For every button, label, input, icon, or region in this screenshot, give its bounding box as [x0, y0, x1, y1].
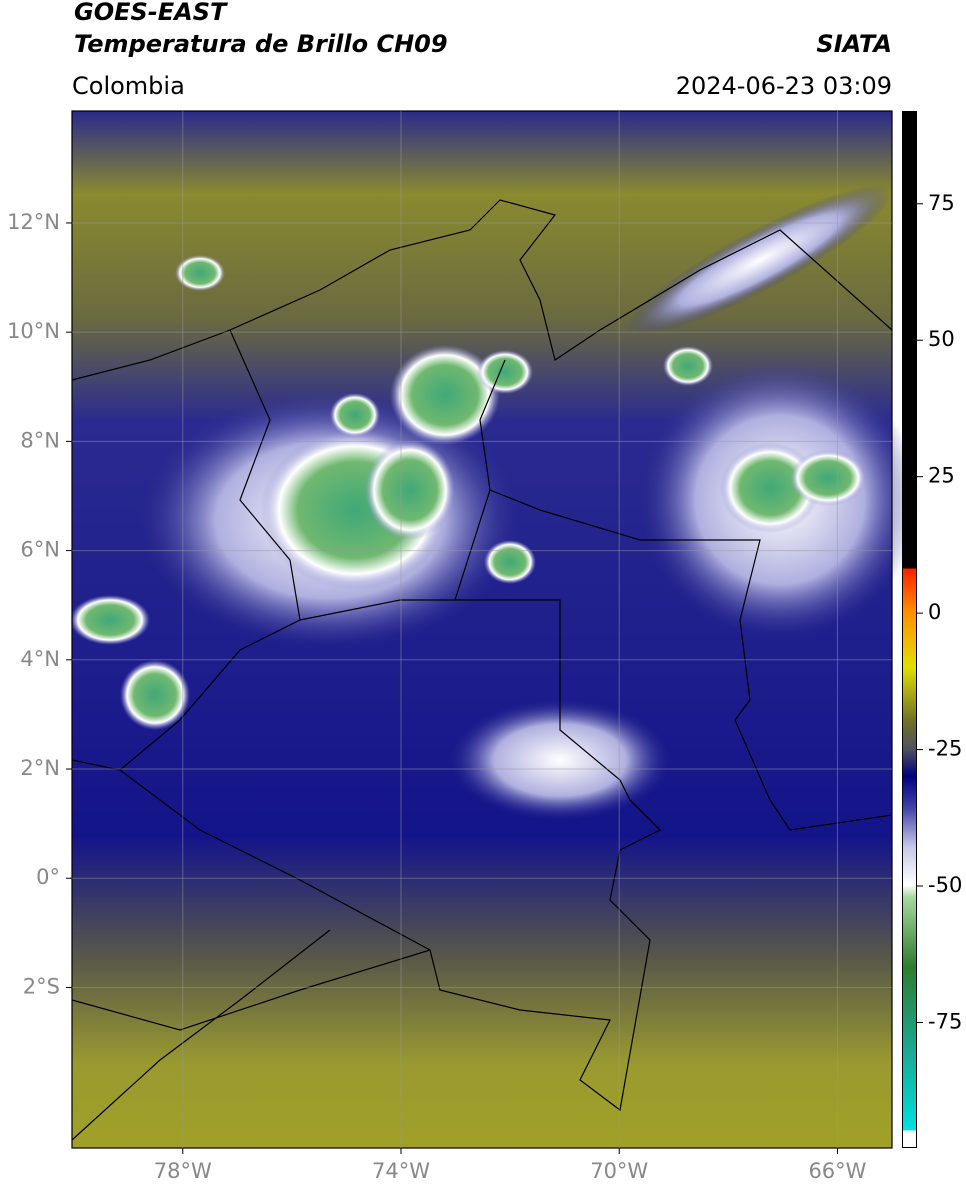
map-frame	[71, 110, 893, 1149]
colorbar-tick-label: 0	[928, 600, 941, 624]
colorbar	[902, 111, 917, 1148]
colorbar-tick-label: 50	[928, 327, 955, 351]
source: SIATA	[816, 30, 892, 58]
region: Colombia	[72, 72, 185, 100]
title: GOES-EAST	[74, 0, 227, 26]
borders	[71, 199, 893, 1141]
y-tick-label: 4°N	[20, 647, 60, 671]
subtitle: Temperatura de Brillo CH09	[74, 30, 448, 58]
colorbar-tick-label: -25	[928, 737, 962, 761]
x-tick-label: 66°W	[808, 1159, 866, 1183]
y-tick-label: 0°	[36, 865, 60, 889]
colorbar-tick-label: -75	[928, 1009, 962, 1033]
y-tick-label: 6°N	[20, 538, 60, 562]
y-tick-label: 12°N	[7, 210, 60, 234]
x-tick-label: 78°W	[154, 1159, 212, 1183]
x-tick-label: 70°W	[590, 1159, 648, 1183]
y-tick-label: 8°N	[20, 428, 60, 452]
x-tick-label: 74°W	[372, 1159, 430, 1183]
y-tick-label: 10°N	[7, 319, 60, 343]
cloud-layer	[70, 184, 920, 820]
colorbar-tick-label: -50	[928, 873, 962, 897]
y-tick-label: 2°N	[20, 756, 60, 780]
colorbar-tick-label: 75	[928, 191, 955, 215]
y-tick-label: 2°S	[23, 974, 60, 998]
colorbar-tick-label: 25	[928, 464, 955, 488]
datetime: 2024-06-23 03:09	[675, 72, 892, 100]
